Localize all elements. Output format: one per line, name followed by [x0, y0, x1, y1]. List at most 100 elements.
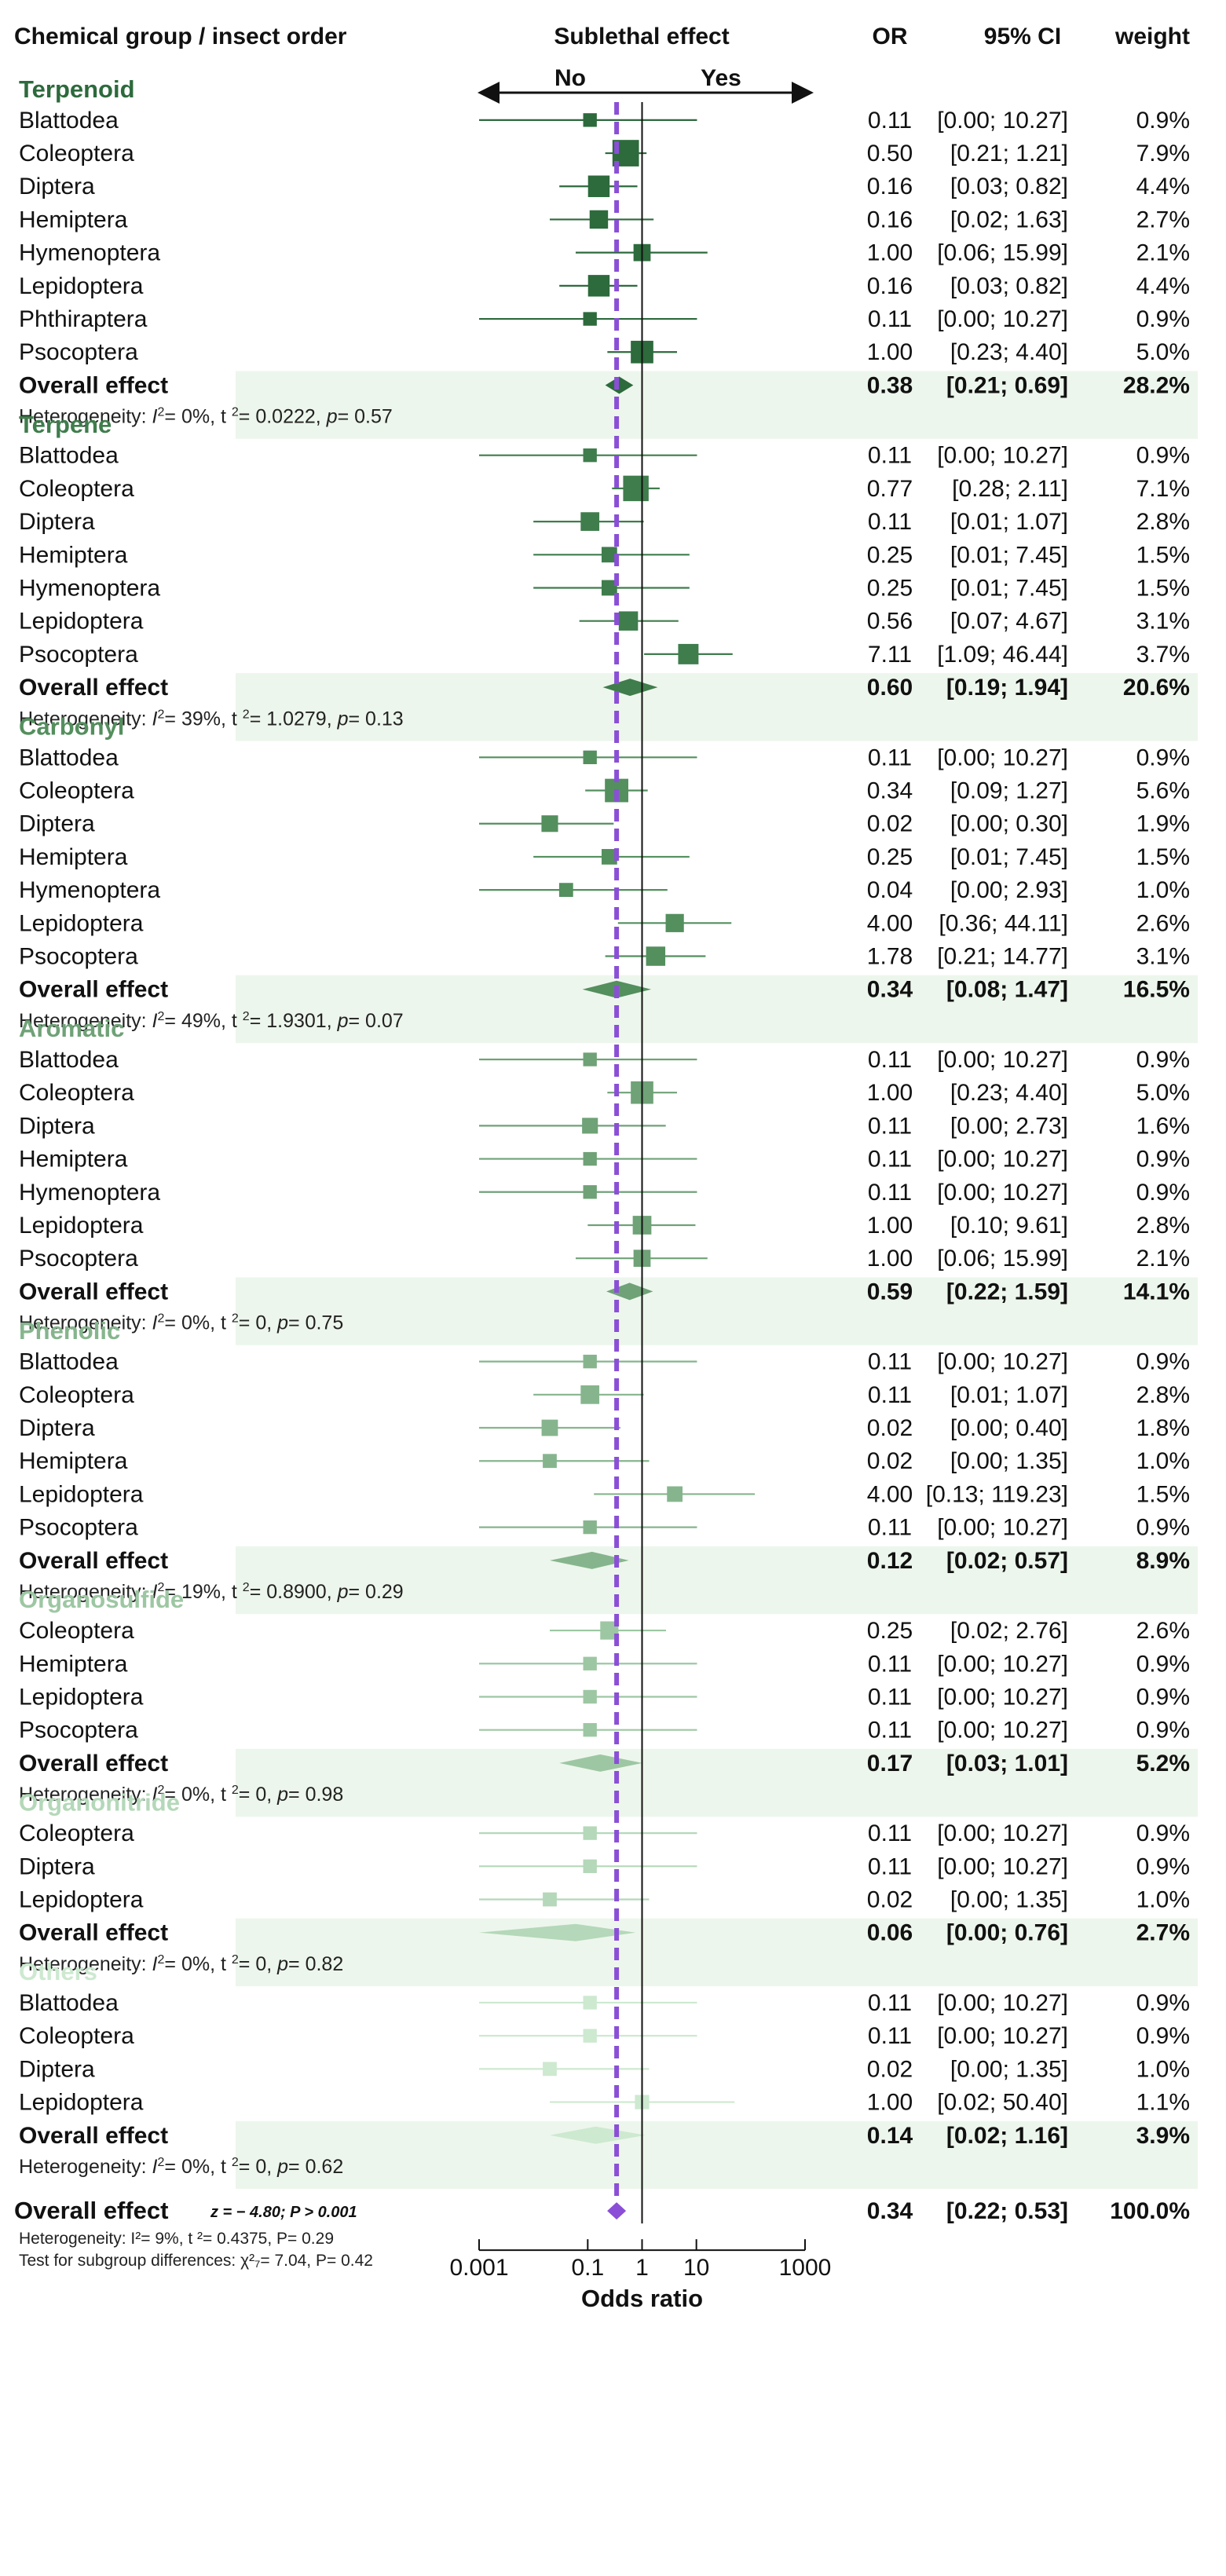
- study-label: Lepidoptera: [19, 910, 144, 936]
- weight-value: 1.0%: [1136, 1448, 1190, 1474]
- study-label: Diptera: [19, 509, 95, 535]
- ci-value: [0.00; 10.27]: [937, 443, 1068, 469]
- or-value: 0.50: [867, 141, 913, 166]
- overall-band: [236, 371, 1198, 439]
- overall-band: [236, 2120, 1198, 2190]
- or-value: 0.11: [868, 108, 912, 134]
- or-value: 1.78: [867, 944, 913, 970]
- effect-square: [678, 643, 699, 664]
- overall-band: [236, 1546, 1198, 1615]
- arrow-left-head: [478, 82, 500, 104]
- overall-label: Overall effect: [19, 1279, 168, 1304]
- weight-value: 0.9%: [1136, 1853, 1190, 1879]
- weight-value: 1.9%: [1136, 811, 1190, 837]
- ci-value: [0.00; 10.27]: [937, 1651, 1068, 1677]
- ci-value: [0.00; 10.27]: [937, 306, 1068, 332]
- header-effect-column: Sublethal effect: [554, 24, 729, 49]
- group-title-phenolic: Phenolic: [19, 1317, 120, 1345]
- ci-value: [0.00; 1.35]: [950, 1887, 1068, 1913]
- ci-value: [0.00; 10.27]: [937, 1047, 1068, 1073]
- ci-value: [0.36; 44.11]: [939, 910, 1068, 936]
- weight-value: 4.4%: [1136, 174, 1190, 199]
- overall-or-value: 0.06: [867, 1920, 913, 1946]
- study-label: Diptera: [19, 1113, 95, 1139]
- heterogeneity-text: Heterogeneity: I2= 39%, t 2= 1.0279, p= …: [19, 708, 404, 730]
- study-label: Hemiptera: [19, 207, 128, 232]
- direction-arrow: No Yes: [478, 65, 814, 104]
- ci-value: [0.02; 1.63]: [950, 207, 1068, 232]
- study-label: Psocoptera: [19, 1718, 138, 1744]
- study-label: Phthiraptera: [19, 306, 148, 332]
- weight-value: 0.9%: [1136, 1180, 1190, 1206]
- weight-value: 0.9%: [1136, 1718, 1190, 1744]
- overall-label: Overall effect: [19, 1751, 168, 1776]
- effect-square: [623, 475, 649, 502]
- weight-value: 0.9%: [1136, 745, 1190, 770]
- weight-value: 0.9%: [1136, 1349, 1190, 1375]
- weight-value: 2.8%: [1136, 1382, 1190, 1408]
- overall-ci-value: [0.00; 0.76]: [946, 1920, 1068, 1946]
- or-value: 0.11: [868, 1180, 912, 1206]
- weight-value: 5.0%: [1136, 1080, 1190, 1106]
- effect-square: [583, 1689, 597, 1704]
- study-label: Hemiptera: [19, 1147, 128, 1173]
- effect-square: [583, 1185, 597, 1199]
- effect-square: [583, 312, 597, 326]
- total-z-text: z = − 4.80; P > 0.001: [210, 2204, 357, 2221]
- overall-weight-value: 2.7%: [1136, 1920, 1190, 1946]
- effect-square: [583, 448, 597, 463]
- ci-value: [0.01; 7.45]: [950, 844, 1068, 870]
- overall-ci-value: [0.21; 0.69]: [946, 372, 1068, 398]
- overall-ci-value: [0.22; 1.59]: [946, 1279, 1068, 1304]
- x-axis-title: Odds ratio: [581, 2285, 703, 2312]
- ci-value: [0.00; 10.27]: [937, 1718, 1068, 1744]
- group-title-aromatic: Aromatic: [19, 1015, 124, 1042]
- ci-value: [0.00; 10.27]: [937, 1515, 1068, 1541]
- study-label: Coleoptera: [19, 476, 134, 502]
- weight-value: 7.9%: [1136, 141, 1190, 166]
- overall-band: [236, 673, 1198, 741]
- study-label: Hemiptera: [19, 1448, 128, 1474]
- study-label: Blattodea: [19, 443, 119, 469]
- study-label: Lepidoptera: [19, 2090, 144, 2116]
- arrow-right-head: [792, 82, 814, 104]
- or-value: 0.11: [868, 1349, 912, 1375]
- or-value: 7.11: [868, 642, 912, 668]
- effect-square: [618, 611, 639, 631]
- ci-value: [0.01; 7.45]: [950, 542, 1068, 568]
- study-label: Lepidoptera: [19, 609, 144, 635]
- or-value: 0.11: [868, 1113, 912, 1139]
- subgroup-test-text: Test for subgroup differences: χ²₇= 7.04…: [19, 2252, 373, 2270]
- heterogeneity-text: Heterogeneity: I2= 0%, t 2= 0, p= 0.75: [19, 1312, 343, 1334]
- study-label: Diptera: [19, 1853, 95, 1879]
- overall-weight-value: 8.9%: [1136, 1548, 1190, 1574]
- study-label: Lepidoptera: [19, 1684, 144, 1710]
- weight-value: 1.5%: [1136, 575, 1190, 601]
- study-label: Blattodea: [19, 1047, 119, 1073]
- or-value: 0.25: [867, 542, 913, 568]
- ci-value: [0.00; 0.30]: [950, 811, 1068, 837]
- effect-square: [583, 1520, 597, 1535]
- ci-value: [1.09; 46.44]: [937, 642, 1068, 668]
- effect-square: [587, 275, 610, 297]
- overall-diamond: [559, 1754, 642, 1772]
- study-label: Hemiptera: [19, 1651, 128, 1677]
- study-label: Psocoptera: [19, 944, 138, 970]
- or-value: 0.34: [867, 778, 913, 804]
- total-weight-value: 100.0%: [1110, 2198, 1190, 2224]
- ci-value: [0.00; 10.27]: [937, 108, 1068, 134]
- overall-label: Overall effect: [19, 1548, 168, 1574]
- weight-value: 0.9%: [1136, 1047, 1190, 1073]
- or-value: 0.25: [867, 1618, 913, 1644]
- header-group-column: Chemical group / insect order: [14, 24, 347, 49]
- effect-square: [646, 946, 666, 966]
- x-tick-label: 0.001: [449, 2255, 508, 2281]
- overall-ci-value: [0.02; 0.57]: [946, 1548, 1068, 1574]
- heterogeneity-text: Heterogeneity: I2= 0%, t 2= 0, p= 0.98: [19, 1784, 343, 1806]
- weight-value: 0.9%: [1136, 1515, 1190, 1541]
- effect-square: [583, 1052, 597, 1067]
- overall-weight-value: 14.1%: [1123, 1279, 1190, 1304]
- weight-value: 1.5%: [1136, 542, 1190, 568]
- ci-value: [0.03; 0.82]: [950, 174, 1068, 199]
- weight-value: 1.5%: [1136, 1481, 1190, 1507]
